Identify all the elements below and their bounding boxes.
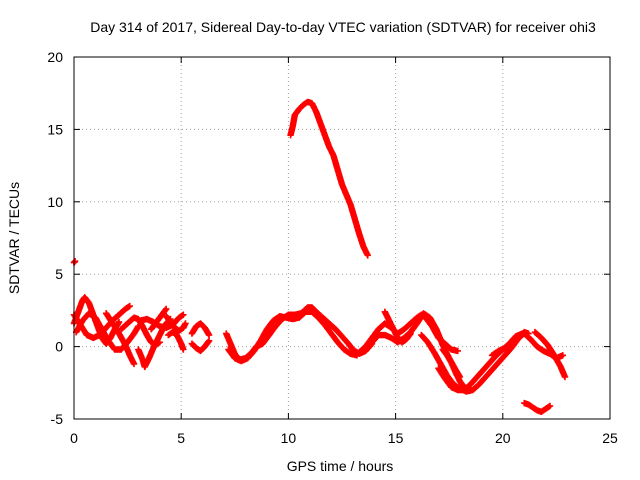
data-point [205, 337, 213, 345]
y-tick-label: 15 [47, 121, 63, 137]
y-tick-label: 20 [47, 49, 63, 65]
series-trace-d [102, 310, 138, 368]
data-point [130, 360, 138, 368]
series-trace-v [531, 328, 569, 381]
series-trace-n [225, 308, 361, 365]
axis-ticks [73, 56, 611, 420]
data-point [461, 383, 468, 391]
y-tick-label: 0 [55, 339, 63, 355]
series-trace-f [135, 315, 174, 371]
x-tick-label: 5 [177, 430, 185, 446]
series-trace-i [165, 328, 187, 353]
data-point [180, 346, 187, 353]
x-axis-label: GPS time / hours [287, 458, 394, 474]
data-points [70, 98, 569, 415]
data-point [115, 318, 123, 326]
series-trace-c [72, 310, 142, 353]
data-point [182, 320, 189, 327]
x-tick-label: 0 [70, 430, 78, 446]
series-peak-trace [287, 98, 371, 259]
data-point [561, 373, 569, 381]
y-tick-label: 10 [47, 194, 63, 210]
y-tick-labels: -5 0 5 10 15 20 [47, 49, 63, 427]
x-tick-label: 15 [388, 430, 404, 446]
x-tick-label: 10 [281, 430, 297, 446]
series-start-point [70, 257, 79, 266]
series-trace-u [488, 330, 567, 362]
x-tick-labels: 0 5 10 15 20 25 [70, 430, 618, 446]
data-point [559, 352, 567, 359]
x-tick-label: 20 [495, 430, 511, 446]
series-trace-h [147, 305, 170, 333]
data-point [205, 331, 213, 339]
data-point [407, 330, 414, 337]
grid-lines [73, 56, 611, 420]
y-tick-label: -5 [51, 411, 64, 427]
series-trace-k [188, 320, 213, 339]
data-point [126, 302, 133, 310]
data-point [546, 402, 554, 410]
series-trace-l [188, 337, 213, 355]
y-tick-label: 5 [55, 266, 63, 282]
data-point [180, 311, 187, 318]
series-trace-w [521, 399, 554, 415]
plot-frame [73, 56, 611, 420]
data-point [364, 252, 371, 259]
data-point [162, 305, 170, 313]
series-trace-q [381, 308, 414, 346]
chart-title: Day 314 of 2017, Sidereal Day-to-day VTE… [90, 19, 596, 35]
series-trace-j [162, 312, 189, 334]
series-trace-t [439, 346, 468, 391]
data-point [454, 347, 461, 355]
data-point [71, 257, 79, 265]
y-axis-label: SDTVAR / TECUs [6, 182, 22, 294]
x-tick-label: 25 [602, 430, 618, 446]
